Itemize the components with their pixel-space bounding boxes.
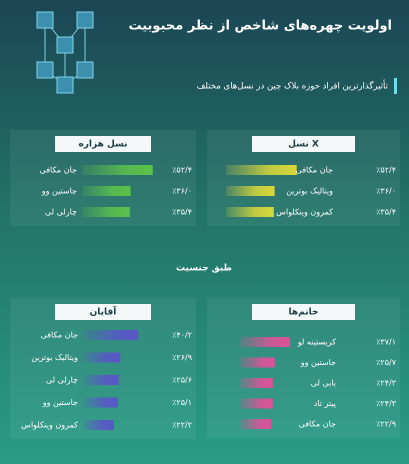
category-label: جان مکافی [299, 420, 336, 429]
value-label: ٪۵۲/۴ [172, 166, 192, 175]
bar [82, 165, 153, 175]
panel-title: خانم‌ها [289, 308, 319, 318]
panel-header-box [55, 304, 151, 320]
value-label: ٪۲۲/۲ [172, 421, 192, 430]
category-label: کریستینه لو [297, 338, 336, 347]
value-label: ٪۳۶/۰ [376, 187, 396, 196]
category-label: چارلی لی [46, 376, 78, 385]
value-label: ٪۲۵/۷ [376, 358, 397, 367]
category-label: جاستین وو [300, 358, 336, 367]
bar [226, 207, 274, 217]
value-label: ٪۲۵/۱ [172, 398, 192, 407]
category-label: کمرون وینکلواس [21, 421, 78, 430]
bar [84, 352, 121, 363]
bar [84, 420, 114, 430]
category-label: بابی لی [311, 379, 336, 388]
value-label: ٪۲۴/۳ [376, 399, 397, 408]
category-label: جان مکافی [41, 331, 78, 340]
value-label: ٪۳۶/۰ [172, 187, 192, 196]
value-label: ٪۲۵/۶ [172, 376, 192, 385]
category-label: کمرون وینکلواس [276, 208, 333, 217]
category-label: جاستین وو [42, 398, 78, 407]
panel-header-box [252, 136, 355, 152]
bar [240, 357, 275, 368]
category-label: پیتر تاد [314, 399, 336, 408]
network-icon [36, 11, 94, 94]
value-label: ٪۳۷/۱ [376, 338, 396, 347]
panel [10, 298, 196, 439]
bar [84, 375, 119, 385]
panel [207, 298, 400, 438]
bar [226, 165, 297, 175]
subtitle: تأثیرگذارترین افراد حوزه بلاک چین در نسل… [197, 80, 389, 92]
bar [84, 330, 139, 340]
category-label: جان مکافی [40, 166, 77, 175]
title: اولویت چهره‌های شاخص از نظر محبوبیت [128, 19, 392, 34]
value-label: ٪۳۵/۴ [376, 208, 396, 217]
bar [240, 419, 271, 429]
panel-header-box [252, 304, 355, 320]
value-label: ٪۴۰/۲ [172, 331, 192, 340]
panel-header-box [55, 136, 151, 152]
category-label: ویتالیک بوترین [31, 353, 78, 362]
category-label: جاستین وو [41, 187, 77, 196]
value-label: ٪۳۵/۴ [172, 208, 192, 217]
bar [82, 207, 130, 217]
value-label: ٪۲۶/۹ [172, 353, 192, 362]
panel-title: نسل X [288, 140, 319, 150]
bar [82, 186, 131, 196]
bar [240, 398, 273, 409]
bar [240, 378, 273, 388]
bar [84, 397, 118, 408]
value-label: ٪۲۲/۹ [376, 420, 396, 429]
section-title: طبق جنسیت [176, 264, 232, 274]
panel-title: آقایان [90, 306, 118, 318]
category-label: ویتالیک بوترین [286, 187, 333, 196]
category-label: چارلی لی [45, 208, 77, 217]
panel-title: نسل هزاره [78, 140, 127, 150]
value-label: ٪۵۲/۴ [376, 166, 396, 175]
bar [226, 186, 275, 196]
value-label: ٪۲۴/۳ [376, 379, 397, 388]
category-label: جان مکافی [296, 166, 333, 175]
bar [240, 337, 291, 347]
subtitle-bar [394, 78, 397, 94]
